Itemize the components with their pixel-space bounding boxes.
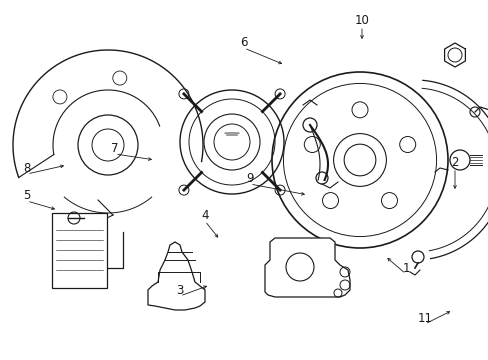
Text: 1: 1 bbox=[402, 261, 409, 275]
Text: 11: 11 bbox=[417, 311, 431, 324]
Polygon shape bbox=[148, 242, 204, 310]
Text: 6: 6 bbox=[240, 36, 247, 49]
Text: 7: 7 bbox=[111, 141, 119, 154]
Text: 5: 5 bbox=[23, 189, 31, 202]
Text: 4: 4 bbox=[201, 208, 208, 221]
Polygon shape bbox=[52, 213, 107, 288]
Text: 9: 9 bbox=[246, 171, 253, 185]
Text: 10: 10 bbox=[354, 14, 368, 27]
Text: 3: 3 bbox=[176, 284, 183, 297]
Text: 8: 8 bbox=[23, 162, 31, 175]
Polygon shape bbox=[264, 238, 349, 297]
Text: 2: 2 bbox=[450, 156, 458, 168]
